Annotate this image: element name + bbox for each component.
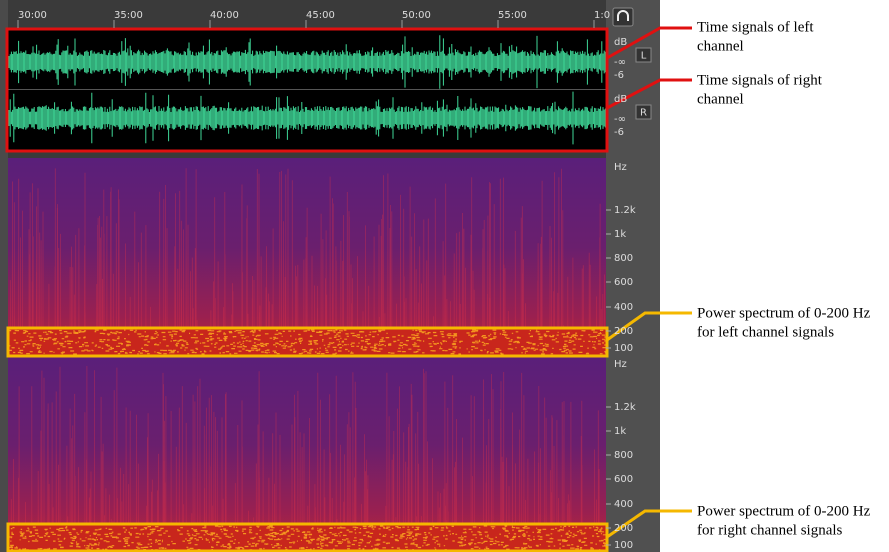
hz-label: 800 <box>614 253 633 264</box>
hz-label: 200 <box>614 523 633 534</box>
hz-label: 1.2k <box>614 402 636 413</box>
annotation-text: Time signals of left <box>697 19 814 35</box>
hz-label: 600 <box>614 277 633 288</box>
hz-label: 1k <box>614 426 626 437</box>
annotation-text: Power spectrum of 0-200 Hz <box>697 305 871 321</box>
db-label: dB <box>614 37 627 48</box>
ruler-label: 35:00 <box>114 10 143 21</box>
hz-label: 1k <box>614 229 626 240</box>
scrollbar <box>8 152 606 158</box>
ruler-label: 55:00 <box>498 10 527 21</box>
hz-label: 800 <box>614 450 633 461</box>
hz-label: 100 <box>614 540 633 551</box>
annotation-text: for right channel signals <box>697 522 843 538</box>
annotation-text: channel <box>697 91 744 107</box>
hz-label: 1.2k <box>614 205 636 216</box>
ruler-label: 45:00 <box>306 10 335 21</box>
ruler-label: 1:0 <box>594 10 610 21</box>
screenshot: 30:00 35:00 40:00 45:00 50:00 55:00 1:0 dB -∞ -6 L… <box>0 0 889 552</box>
hz-label: 200 <box>614 326 633 337</box>
annotation-text: Time signals of right <box>697 72 823 88</box>
ruler-label: 30:00 <box>18 10 47 21</box>
hz-label: 400 <box>614 499 633 510</box>
db-label: -6 <box>614 70 624 81</box>
hz-label: 400 <box>614 302 633 313</box>
hz-label: Hz <box>614 162 627 173</box>
annotation-text: for left channel signals <box>697 324 834 340</box>
ruler-label: 40:00 <box>210 10 239 21</box>
hz-label: 600 <box>614 474 633 485</box>
db-label: dB <box>614 94 627 105</box>
hz-label: 100 <box>614 343 633 354</box>
annotation-text: Power spectrum of 0-200 Hz <box>697 503 871 519</box>
channel-button-label: L <box>641 51 647 62</box>
hz-label: Hz <box>614 359 627 370</box>
db-label: -6 <box>614 127 624 138</box>
db-label: -∞ <box>614 57 626 68</box>
annotation-text: channel <box>697 38 744 54</box>
channel-button-label: R <box>640 108 647 119</box>
ruler-label: 50:00 <box>402 10 431 21</box>
db-label: -∞ <box>614 114 626 125</box>
